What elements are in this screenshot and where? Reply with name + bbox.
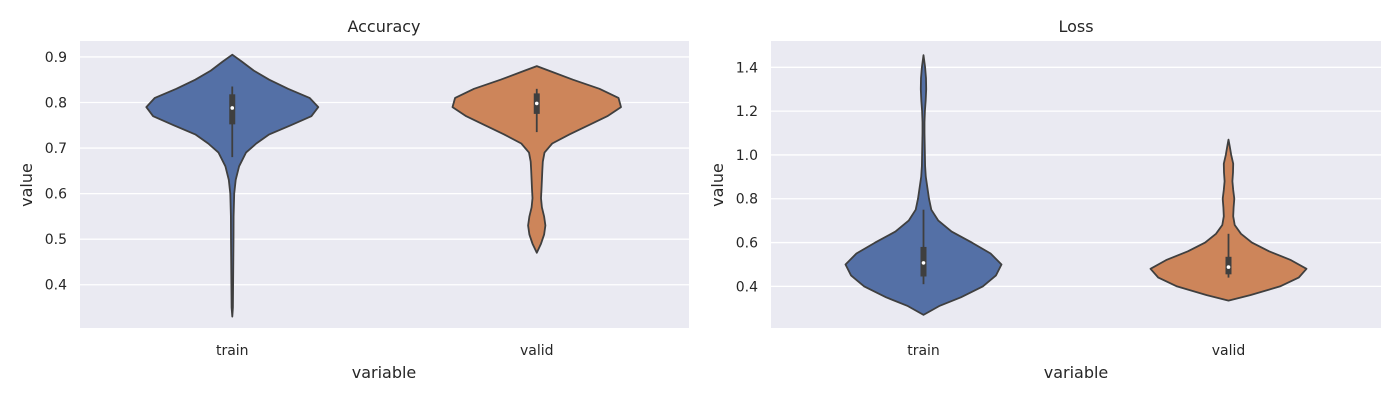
violin-train	[145, 53, 320, 318]
y-tick-labels-loss: 0.4 0.6 0.8 1.0 1.2 1.4	[736, 60, 758, 295]
y-tick-label: 0.4	[736, 279, 758, 295]
y-tick-label: 0.4	[45, 278, 67, 294]
subplot-title-accuracy: Accuracy	[347, 17, 420, 36]
x-tick-label: train	[907, 343, 940, 359]
x-tick-labels-loss: train valid	[907, 343, 1245, 359]
y-tick-label: 0.8	[736, 192, 758, 208]
y-tick-label: 0.6	[736, 236, 758, 252]
x-axis-label-accuracy: variable	[352, 363, 417, 382]
subplot-title-loss: Loss	[1058, 17, 1093, 36]
median-marker-valid	[1226, 265, 1231, 269]
y-tick-label: 0.7	[45, 141, 67, 157]
violin-valid	[1149, 138, 1308, 302]
median-marker-train	[921, 261, 926, 265]
median-marker-train	[230, 106, 235, 110]
y-tick-label: 0.5	[45, 232, 67, 248]
y-tick-label: 0.9	[45, 50, 67, 66]
median-marker-valid	[534, 101, 539, 106]
subplot-accuracy: 0.4 0.5 0.6 0.7 0.8 0.9 train valid Accuracy v…	[17, 17, 689, 382]
violin-train	[844, 54, 1003, 316]
y-tick-label: 1.4	[736, 60, 758, 76]
y-tick-label: 1.2	[736, 104, 758, 120]
violins-loss	[844, 54, 1308, 316]
x-tick-labels-accuracy: train valid	[216, 343, 554, 359]
y-tick-label: 1.0	[736, 148, 758, 164]
x-tick-label: train	[216, 343, 249, 359]
gridlines-accuracy	[80, 56, 689, 286]
y-tick-label: 0.8	[45, 96, 67, 112]
violins-accuracy	[145, 53, 622, 318]
subplot-loss: 0.4 0.6 0.8 1.0 1.2 1.4 train valid Loss varia…	[708, 17, 1381, 382]
x-tick-label: valid	[1212, 343, 1246, 359]
y-tick-labels-accuracy: 0.4 0.5 0.6 0.7 0.8 0.9	[45, 50, 67, 294]
violin-valid	[451, 65, 622, 254]
y-axis-label-loss: value	[708, 163, 727, 207]
x-tick-label: valid	[520, 343, 554, 359]
y-tick-label: 0.6	[45, 187, 67, 203]
y-axis-label-accuracy: value	[17, 163, 36, 207]
x-axis-label-loss: variable	[1044, 363, 1109, 382]
